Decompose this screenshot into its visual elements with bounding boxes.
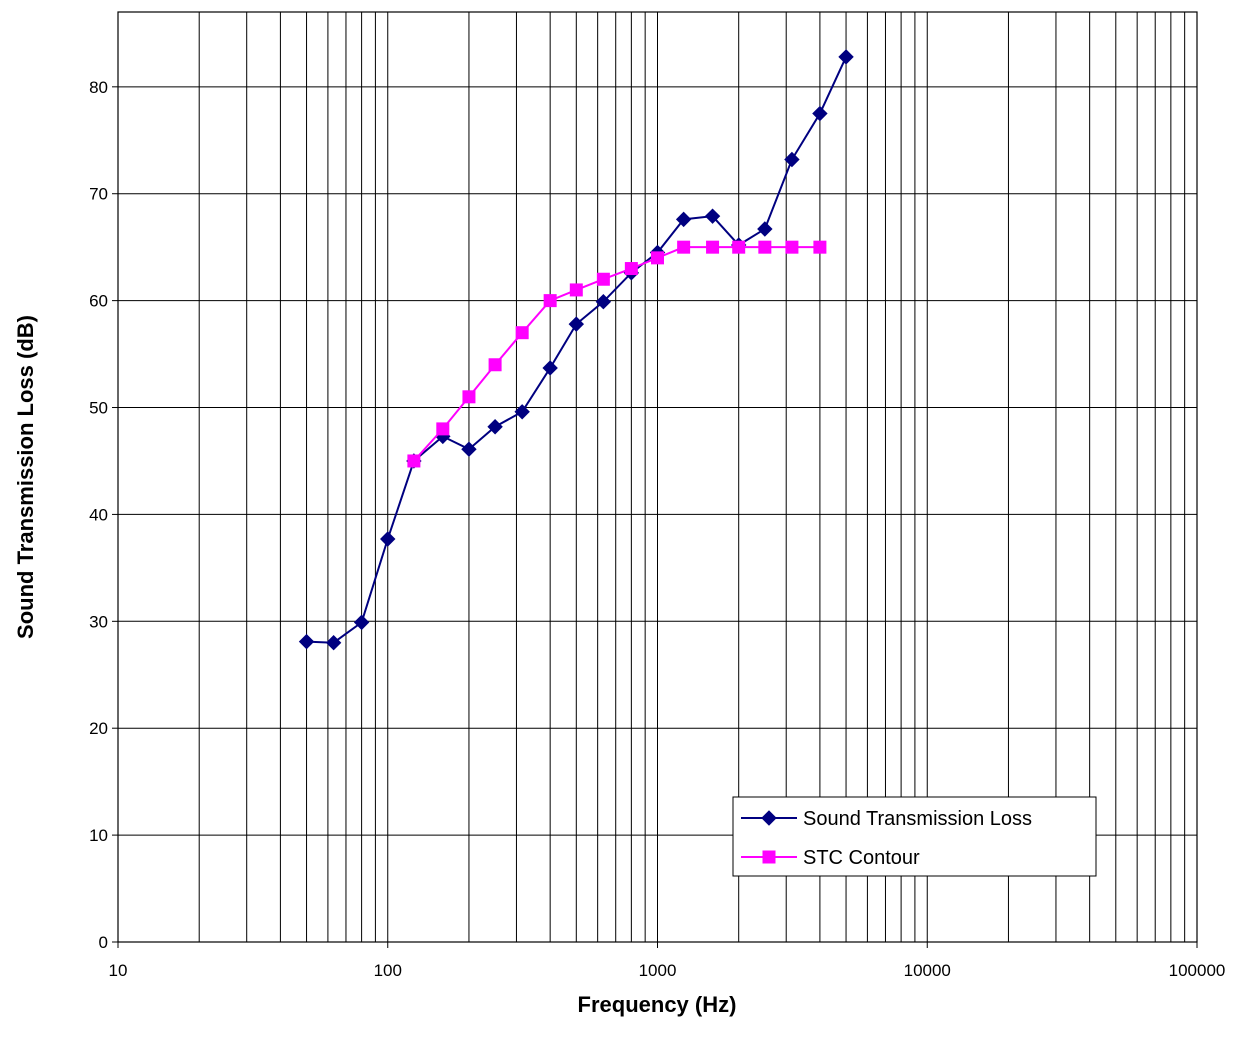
data-point-stc-contour [813,240,827,254]
data-point-stc-contour [758,240,772,254]
y-axis-title: Sound Transmission Loss (dB) [13,315,38,639]
data-point-sound-transmission-loss [675,211,692,228]
data-point-sound-transmission-loss [461,441,477,457]
y-tick-label: 50 [89,399,108,418]
data-point-stc-contour [436,422,450,436]
legend-label-stc-contour: STC Contour [803,847,920,869]
series-sound-transmission-loss [298,49,854,651]
legend: Sound Transmission Loss STC Contour [732,796,1097,877]
x-tick-label: 1000 [639,961,677,980]
data-point-sound-transmission-loss [704,208,721,224]
data-point-sound-transmission-loss [325,634,342,651]
series-line-stc-contour [413,246,820,462]
data-point-sound-transmission-loss [812,105,828,122]
data-point-stc-contour [515,326,529,340]
data-point-stc-contour [651,251,664,265]
data-point-sound-transmission-loss [757,221,773,237]
y-tick-label: 20 [89,719,108,738]
data-point-stc-contour [732,240,746,254]
data-point-stc-contour [706,240,720,254]
y-tick-label: 80 [89,78,108,97]
data-point-sound-transmission-loss [380,531,396,547]
data-point-stc-contour [785,240,799,254]
data-point-sound-transmission-loss [353,614,370,631]
data-point-stc-contour [596,272,610,286]
data-point-stc-contour [677,240,691,254]
data-point-stc-contour [543,294,557,308]
y-tick-label: 30 [89,612,108,631]
data-point-sound-transmission-loss [298,633,315,650]
x-axis-title: Frequency (Hz) [578,992,737,1017]
data-point-stc-contour [624,262,638,276]
y-tick-label: 0 [99,933,108,952]
x-tick-label: 100 [374,961,402,980]
data-point-sound-transmission-loss [568,316,585,332]
data-point-sound-transmission-loss [784,151,800,168]
x-tick-label: 100000 [1169,961,1226,980]
data-point-sound-transmission-loss [838,49,854,65]
data-point-stc-contour [407,454,421,468]
legend-marker-square-icon [762,850,776,864]
legend-marker-diamond-icon [761,810,777,826]
data-point-sound-transmission-loss [487,419,503,435]
x-tick-label: 10 [109,961,128,980]
data-point-sound-transmission-loss [514,404,530,420]
legend-box [732,796,1097,877]
y-tick-label: 70 [89,185,108,204]
legend-label-sound-transmission-loss: Sound Transmission Loss [803,808,1032,830]
data-point-stc-contour [569,283,583,297]
series-group [298,49,854,651]
y-tick-label: 10 [89,826,108,845]
series-stc-contour [407,240,827,468]
data-point-sound-transmission-loss [595,293,612,310]
data-point-stc-contour [462,390,476,404]
grid [118,12,1197,942]
y-tick-label: 60 [89,292,108,311]
data-point-stc-contour [488,358,502,372]
y-tick-label: 40 [89,505,108,524]
data-point-sound-transmission-loss [542,360,558,376]
x-tick-label: 10000 [904,961,951,980]
